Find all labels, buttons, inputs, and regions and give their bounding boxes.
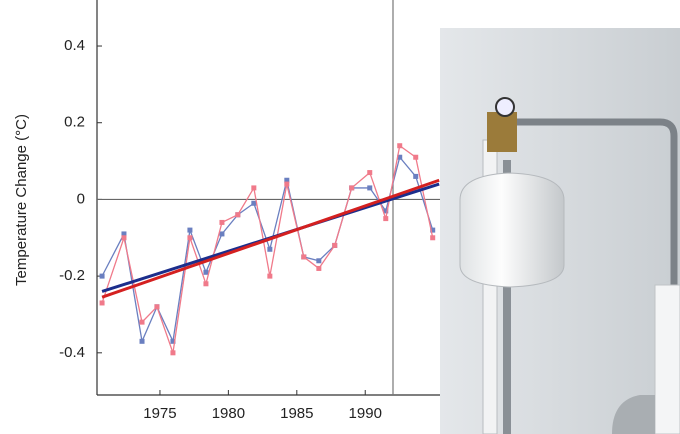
x-tick-label: 1980 — [212, 405, 245, 422]
data-point — [316, 258, 321, 263]
chart: Temperature Change (°C) -0.4 -0.2 0 0.2 0.4 1… — [0, 0, 680, 434]
data-point — [154, 304, 159, 309]
data-point — [251, 201, 256, 206]
data-point — [367, 170, 372, 175]
data-point — [316, 266, 321, 271]
data-point — [187, 228, 192, 233]
data-point — [187, 235, 192, 240]
x-tick-label: 1990 — [349, 405, 382, 422]
data-point — [383, 216, 388, 221]
data-point — [301, 254, 306, 259]
data-point — [251, 185, 256, 190]
data-point — [140, 339, 145, 344]
data-point — [430, 235, 435, 240]
data-point — [367, 185, 372, 190]
y-tick-label: 0 — [77, 190, 85, 207]
data-point — [219, 231, 224, 236]
trend-line — [102, 180, 439, 297]
data-point — [284, 182, 289, 187]
data-point — [121, 235, 126, 240]
y-tick-label: -0.2 — [59, 267, 85, 284]
data-point — [140, 320, 145, 325]
x-tick-label: 1975 — [143, 405, 176, 422]
data-point — [203, 281, 208, 286]
data-point — [170, 350, 175, 355]
x-tick-label: 1985 — [280, 405, 313, 422]
photo-overlay — [440, 28, 680, 434]
data-point — [267, 274, 272, 279]
y-tick-label: -0.4 — [59, 344, 85, 361]
y-tick-label: 0.4 — [64, 37, 85, 54]
data-point — [203, 270, 208, 275]
data-point — [332, 243, 337, 248]
data-point — [100, 274, 105, 279]
y-axis-label: Temperature Change (°C) — [13, 114, 30, 286]
y-tick-label: 0.2 — [64, 114, 85, 131]
data-point — [235, 212, 240, 217]
data-point — [267, 247, 272, 252]
data-point — [413, 174, 418, 179]
data-point — [219, 220, 224, 225]
data-point — [100, 300, 105, 305]
data-point — [397, 143, 402, 148]
data-point — [413, 155, 418, 160]
data-point — [349, 185, 354, 190]
